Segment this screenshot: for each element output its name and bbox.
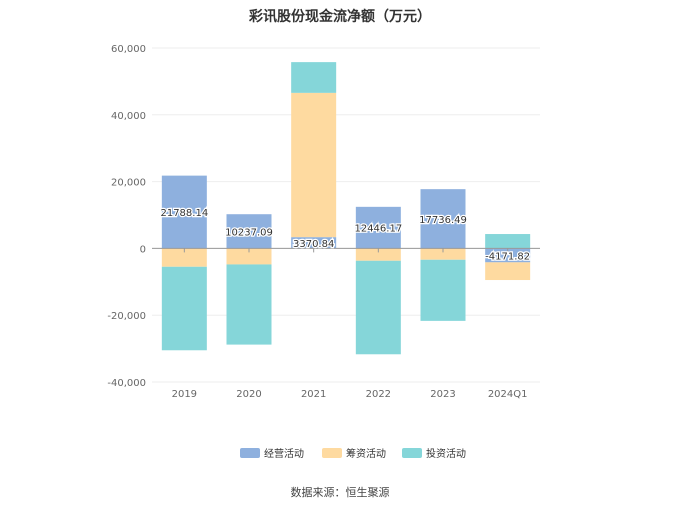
data-label: 17736.49 [419, 215, 467, 226]
bar-segment [355, 206, 401, 249]
x-tick-label: 2024Q1 [488, 389, 528, 400]
bar-segment [485, 248, 531, 263]
data-label: 21788.14 [160, 208, 208, 219]
bar-segment [420, 248, 466, 260]
data-label: -4171.82 [485, 251, 530, 262]
bar-segment [355, 248, 401, 261]
x-tick-label: 2020 [236, 389, 261, 400]
bar-segment [291, 92, 337, 238]
bar-segment [226, 214, 272, 249]
y-tick-label: -40,000 [107, 378, 146, 389]
legend-label: 筹资活动 [346, 447, 386, 460]
source-note: 数据来源：恒生聚源 [290, 486, 390, 499]
legend-label: 经营活动 [264, 447, 304, 460]
data-label: 10237.09 [225, 227, 273, 238]
legend-swatch [322, 448, 342, 458]
bar-segment [420, 259, 466, 321]
bar-segment [485, 234, 531, 249]
x-tick-label: 2019 [172, 389, 197, 400]
bar-segment [161, 248, 207, 267]
legend-swatch [402, 448, 422, 458]
y-tick-label: 40,000 [111, 111, 146, 122]
bar-segment [485, 262, 531, 281]
data-label: 3370.84 [293, 239, 334, 250]
chart-title: 彩讯股份现金流净额（万元） [249, 9, 431, 25]
chart-svg: 60,000 40,000 20,000 0 -20,000 -40,000 2019 202… [107, 44, 540, 460]
y-tick-label: 0 [140, 244, 146, 255]
bar-segment [226, 264, 272, 345]
bar-segment [420, 189, 466, 249]
y-tick-label: 60,000 [111, 44, 146, 55]
bar-segment [161, 175, 207, 249]
bar-segment [291, 237, 337, 249]
y-tick-label: 20,000 [111, 178, 146, 189]
x-tick-label: 2022 [366, 389, 391, 400]
bar-segment [355, 260, 401, 355]
x-tick-label: 2023 [430, 389, 455, 400]
y-tick-label: -20,000 [107, 311, 146, 322]
data-label: 12446.17 [354, 224, 402, 235]
bar-segment [226, 248, 272, 265]
legend-swatch [240, 448, 260, 458]
bar-segment [291, 62, 337, 93]
legend-label: 投资活动 [426, 447, 466, 460]
bar-segment [161, 266, 207, 351]
x-tick-label: 2021 [301, 389, 326, 400]
